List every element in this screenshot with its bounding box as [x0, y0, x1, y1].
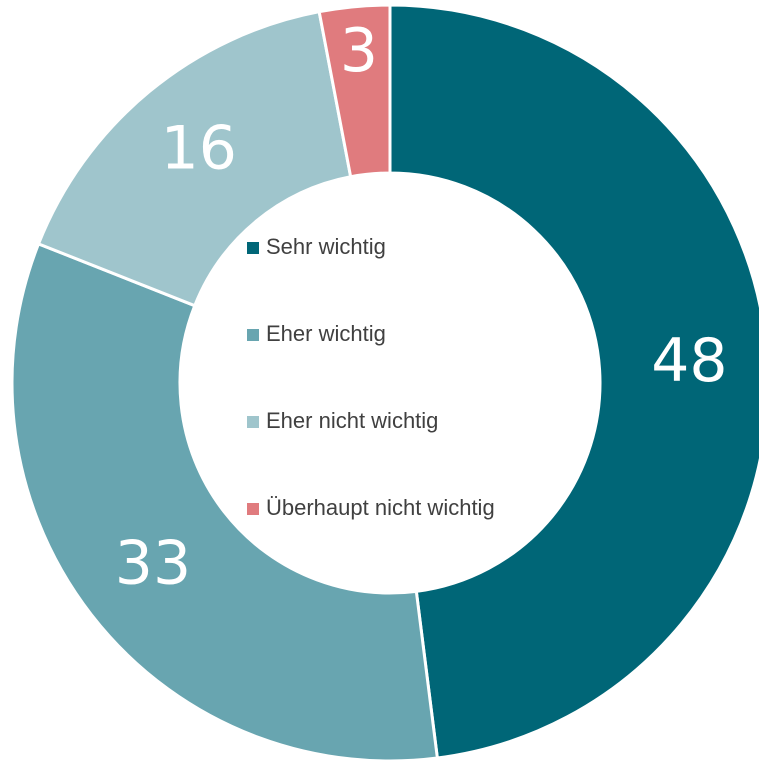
legend-label: Sehr wichtig	[266, 234, 386, 259]
legend-swatch	[247, 416, 259, 428]
value-label: 16	[161, 113, 237, 183]
value-label: 3	[340, 16, 378, 86]
legend-swatch	[247, 242, 259, 254]
legend-label: Überhaupt nicht wichtig	[266, 495, 495, 520]
value-label: 48	[651, 326, 727, 396]
legend-swatch	[247, 329, 259, 341]
legend-label: Eher wichtig	[266, 321, 386, 346]
donut-segment	[36, 9, 353, 308]
value-label: 33	[115, 528, 191, 598]
legend-label: Eher nicht wichtig	[266, 408, 438, 433]
donut-segment	[10, 241, 440, 762]
donut-segment	[317, 3, 392, 179]
donut-segment	[388, 3, 759, 760]
legend-swatch	[247, 503, 259, 515]
